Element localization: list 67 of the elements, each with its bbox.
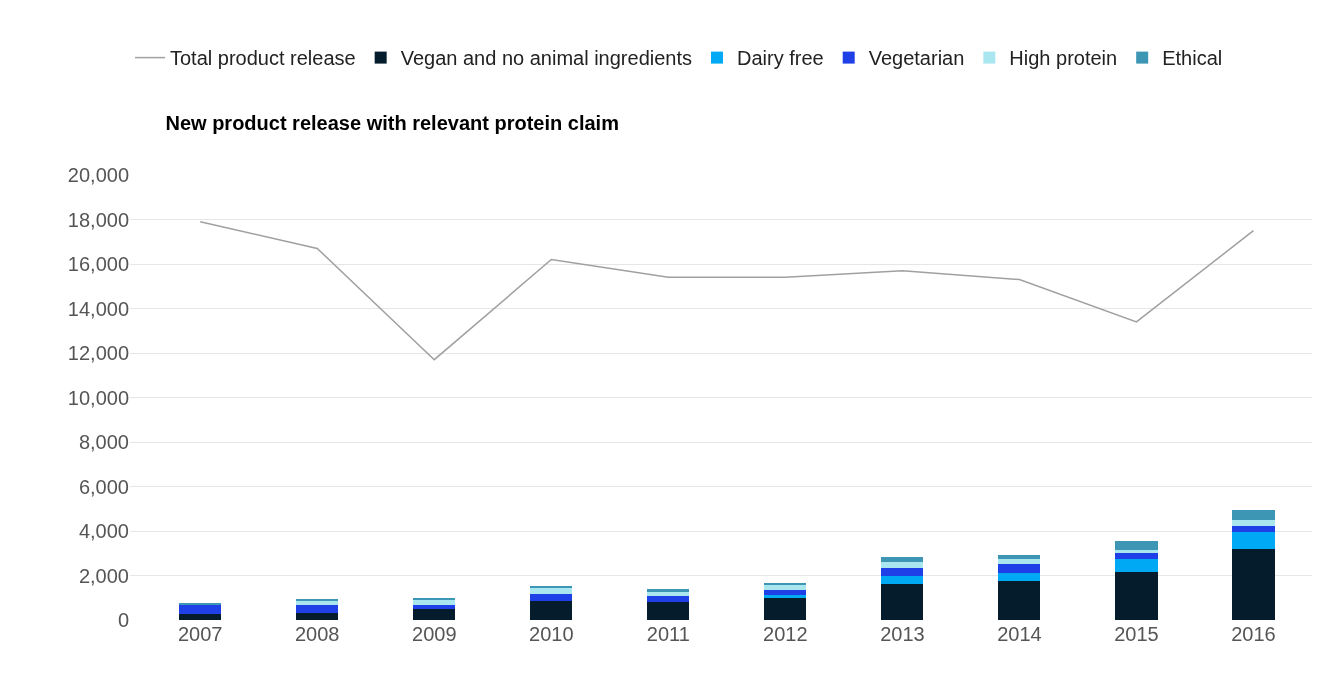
x-tick-label: 2014 [997,623,1042,645]
y-tick-label: 2,000 [78,564,129,587]
bar [998,559,1041,565]
y-tick-label: 4,000 [78,520,129,542]
bar [647,592,690,597]
x-tick-label: 2008 [295,623,340,645]
bar [530,600,573,620]
bar [881,556,924,562]
bar [1115,559,1158,572]
legend-label: Vegetarian [868,47,965,70]
bar [998,573,1041,581]
bar [1232,548,1275,620]
bar [413,599,456,605]
bar [764,595,807,598]
bar [179,613,222,620]
y-tick-label: 16,000 [67,253,129,275]
bar [1115,571,1158,620]
legend-label: Ethical [1162,47,1223,70]
line-series [199,220,1255,361]
bar [1115,540,1158,551]
bar [1115,550,1158,553]
bar [881,575,924,584]
y-tick-label: 20,000 [67,164,129,186]
y-tick-label: 12,000 [67,342,129,364]
bar [530,588,573,594]
bar [881,561,924,569]
legend-label: Total product release [170,47,356,70]
bar [881,583,924,620]
bar [1232,525,1275,532]
bar [764,597,807,620]
bar [1232,531,1275,549]
x-tick-label: 2011 [646,623,690,645]
y-tick-label: 0 [117,609,129,631]
chart-title: New product release with relevant protein claim [165,112,619,135]
x-tick-label: 2009 [412,623,457,645]
bar [1232,509,1275,521]
bar [764,589,807,596]
bar [296,612,339,620]
legend-label: Dairy free [737,47,824,70]
x-tick-label: 2013 [880,623,925,645]
y-tick-label: 18,000 [67,208,129,231]
bar [1232,520,1275,526]
bar [998,564,1041,574]
legend-label: Vegan and no animal ingredients [400,47,692,70]
bar [647,601,690,620]
x-tick-label: 2007 [177,623,223,645]
bar [881,568,924,576]
bar [296,600,339,606]
bar [764,585,807,590]
y-tick-label: 14,000 [67,297,129,320]
bar [530,593,573,601]
bar [413,608,456,620]
x-tick-label: 2015 [1114,623,1159,645]
legend-label: High protein [1009,47,1118,70]
bar [413,604,456,609]
bar [1115,552,1158,560]
x-tick-label: 2010 [529,623,574,645]
bar [998,580,1041,620]
y-tick-label: 10,000 [67,386,129,409]
bar [647,596,690,602]
bar [296,598,339,601]
x-tick-label: 2016 [1231,623,1276,645]
x-tick-label: 2012 [763,623,808,645]
bar [179,604,222,614]
bar [296,605,339,613]
y-tick-label: 6,000 [78,475,129,498]
y-tick-label: 8,000 [78,431,129,453]
